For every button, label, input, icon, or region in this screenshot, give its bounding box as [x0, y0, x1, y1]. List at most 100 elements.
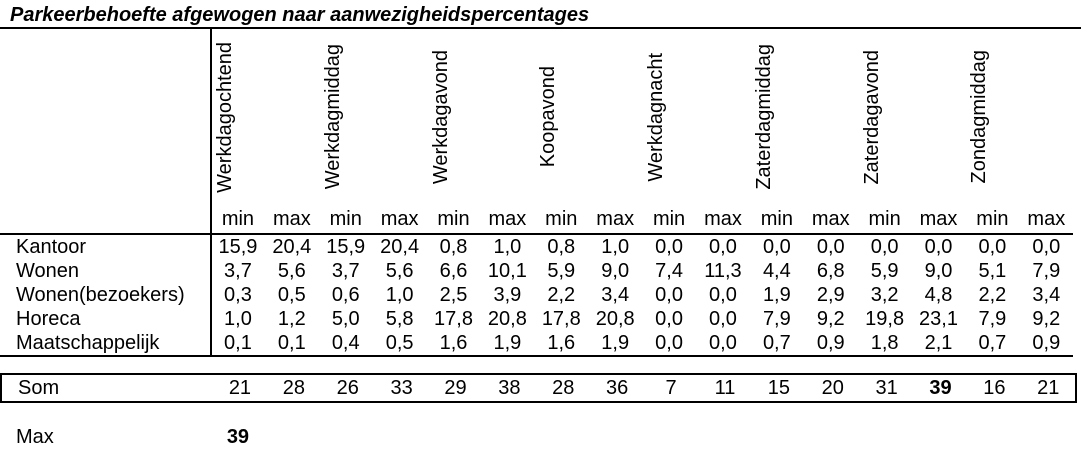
column-group-label: Zaterdagavond — [860, 49, 883, 185]
value-cell: 1,9 — [493, 332, 522, 354]
som-value-cell-max: 39 — [929, 377, 952, 399]
row-label: Wonen — [16, 260, 80, 282]
minmax-label: min — [545, 207, 578, 230]
minmax-header-row: min max min max min max min max min max … — [0, 205, 1073, 233]
value-cell: 1,9 — [762, 284, 791, 306]
minmax-label: min — [221, 207, 255, 230]
value-cell: 1,2 — [277, 308, 306, 330]
title-underline — [0, 27, 1081, 29]
value-cell: 9,2 — [816, 308, 845, 330]
minmax-label: min — [329, 207, 362, 230]
value-cell: 3,4 — [601, 284, 630, 306]
value-cell: 2,2 — [978, 284, 1007, 306]
value-cell: 0,3 — [224, 284, 252, 306]
som-value-cell: 33 — [390, 377, 413, 399]
value-cell: 5,8 — [385, 308, 414, 330]
minmax-label: max — [596, 207, 635, 230]
minmax-label: max — [272, 207, 311, 230]
value-cell: 17,8 — [434, 308, 473, 330]
main-table: Werkdagochtend Werkdagmiddag Werkdagavon… — [0, 29, 1073, 357]
value-cell: 15,9 — [218, 236, 258, 258]
row-label: Wonen(bezoekers) — [16, 284, 185, 306]
value-cell: 0,0 — [709, 308, 737, 330]
value-cell: 4,8 — [924, 284, 953, 306]
value-cell: 0,0 — [870, 236, 899, 258]
table-row: Wonen 3,7 5,6 3,7 5,6 6,6 10,1 5,9 9,0 7… — [0, 259, 1073, 283]
page-title: Parkeerbehoefte afgewogen naar aanwezigh… — [10, 4, 590, 26]
column-group-header: Zondagmiddag — [965, 29, 1073, 205]
value-cell: 0,1 — [224, 332, 252, 354]
data-rows: Kantoor 15,9 20,4 15,9 20,4 0,8 1,0 0,8 … — [0, 233, 1073, 357]
value-cell: 0,9 — [816, 332, 845, 354]
value-cell: 1,0 — [385, 284, 414, 306]
column-group-label: Zaterdagmiddag — [752, 44, 775, 190]
value-cell: 20,4 — [272, 236, 312, 258]
som-value-cell: 21 — [1037, 377, 1060, 399]
table-row: Maatschappelijk 0,1 0,1 0,4 0,5 1,6 1,9 … — [0, 331, 1073, 355]
value-cell: 1,6 — [547, 332, 576, 354]
value-cell: 20,8 — [595, 308, 635, 330]
minmax-label: max — [919, 207, 958, 230]
value-cell: 0,4 — [331, 332, 360, 354]
max-value: 39 — [226, 426, 250, 448]
column-group-label: Zondagmiddag — [968, 50, 991, 184]
value-cell: 0,9 — [1032, 332, 1061, 354]
value-cell: 0,0 — [762, 236, 791, 258]
column-group-label: Werkdagavond — [429, 49, 452, 185]
column-group-header: Werkdagnacht — [642, 29, 750, 205]
vertical-divider — [210, 29, 212, 357]
value-cell: 6,6 — [439, 260, 468, 282]
som-value-cell: 21 — [228, 377, 252, 399]
column-group-label: Werkdagnacht — [645, 52, 668, 182]
som-label: Som — [18, 377, 60, 399]
value-cell: 5,0 — [331, 308, 360, 330]
som-value-cell: 29 — [444, 377, 467, 399]
value-cell: 0,5 — [277, 284, 306, 306]
value-cell: 3,9 — [493, 284, 522, 306]
value-cell: 3,7 — [224, 260, 252, 282]
value-cell: 0,0 — [655, 236, 683, 258]
row-label: Kantoor — [16, 236, 87, 258]
som-value-cell: 16 — [983, 377, 1006, 399]
table-row: Kantoor 15,9 20,4 15,9 20,4 0,8 1,0 0,8 … — [0, 235, 1073, 259]
value-cell: 2,2 — [547, 284, 576, 306]
minmax-label: max — [488, 207, 527, 230]
minmax-label: max — [704, 207, 742, 230]
som-value-cell: 38 — [498, 377, 521, 399]
som-value-cell: 28 — [282, 377, 305, 399]
column-group-header: Zaterdagmiddag — [750, 29, 858, 205]
value-cell: 0,0 — [816, 236, 845, 258]
max-row: Max 39 — [0, 425, 1081, 449]
value-cell: 0,8 — [439, 236, 468, 258]
value-cell: 0,0 — [924, 236, 953, 258]
value-cell: 0,6 — [331, 284, 360, 306]
table-row: Wonen(bezoekers) 0,3 0,5 0,6 1,0 2,5 3,9… — [0, 283, 1073, 307]
som-value-cell: 31 — [875, 377, 898, 399]
value-cell: 11,3 — [704, 260, 742, 282]
value-cell: 7,9 — [762, 308, 791, 330]
value-cell: 0,0 — [709, 284, 737, 306]
value-cell: 0,1 — [277, 332, 306, 354]
value-cell: 3,4 — [1032, 284, 1061, 306]
value-cell: 0,5 — [385, 332, 414, 354]
value-cell: 0,0 — [655, 284, 683, 306]
column-group-header: Koopavond — [534, 29, 642, 205]
minmax-label: min — [868, 207, 901, 230]
column-group-label: Koopavond — [537, 66, 560, 168]
value-cell: 1,0 — [224, 308, 252, 330]
value-cell: 1,6 — [439, 332, 468, 354]
column-group-label: Werkdagochtend — [214, 41, 236, 193]
som-value-cell: 11 — [714, 377, 736, 399]
som-value-cell: 15 — [767, 377, 790, 399]
value-cell: 2,1 — [924, 332, 953, 354]
value-cell: 5,6 — [277, 260, 306, 282]
value-cell: 23,1 — [919, 308, 958, 330]
column-group-label: Werkdagmiddag — [321, 44, 344, 190]
value-cell: 4,4 — [762, 260, 791, 282]
column-header-row: Werkdagochtend Werkdagmiddag Werkdagavon… — [0, 29, 1073, 205]
value-cell: 2,9 — [816, 284, 845, 306]
table-row: Horeca 1,0 1,2 5,0 5,8 17,8 20,8 17,8 20… — [0, 307, 1073, 331]
value-cell: 2,5 — [439, 284, 468, 306]
som-value-cell: 36 — [606, 377, 629, 399]
